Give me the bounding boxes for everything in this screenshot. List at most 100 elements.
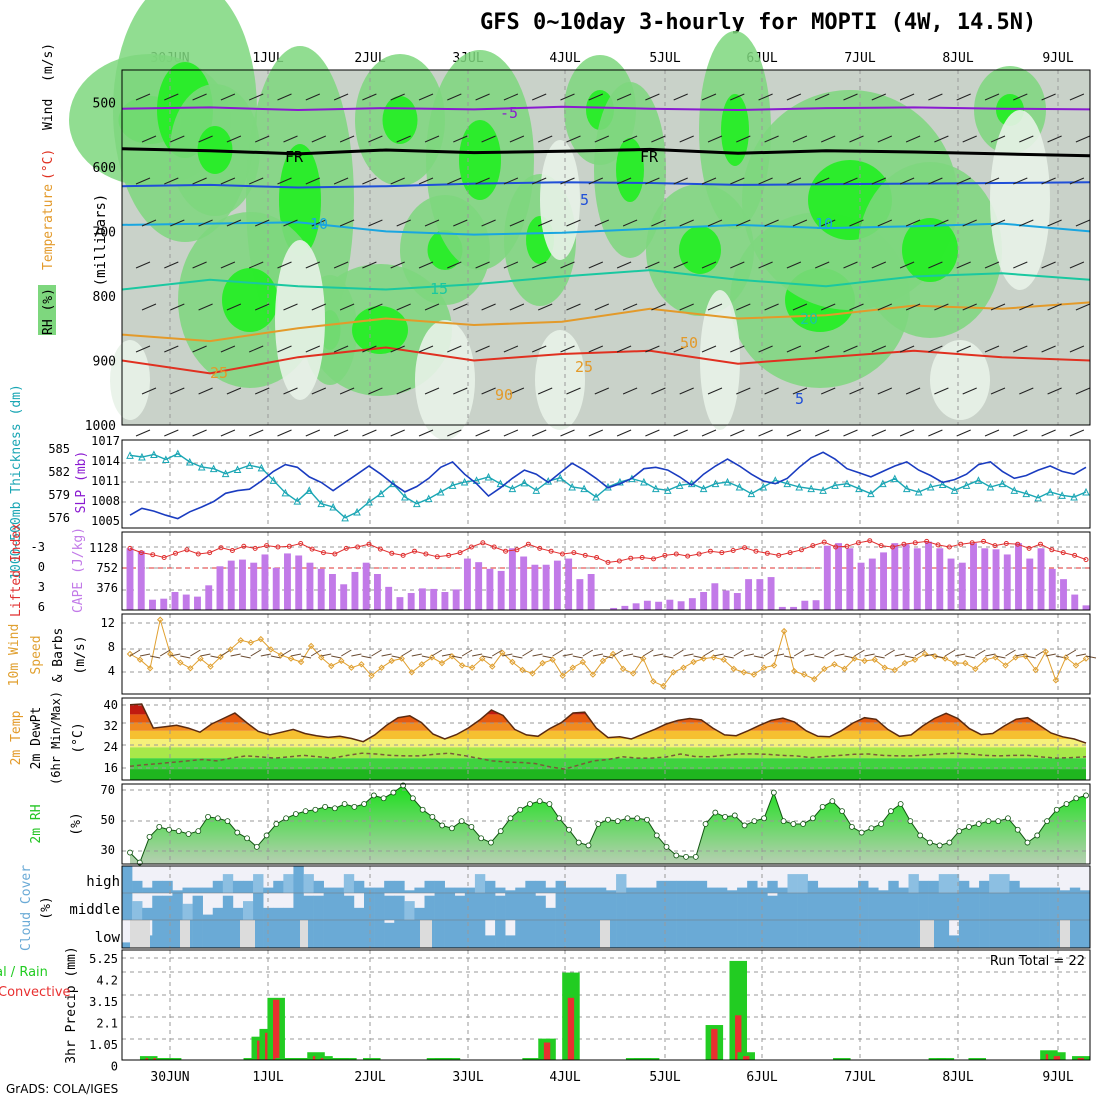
wind-speed-marker: [549, 656, 556, 663]
wind-speed-marker: [398, 655, 405, 662]
wind-barb-10m: [904, 655, 915, 659]
cape-bar: [913, 548, 921, 610]
lifted-index-marker: [298, 541, 304, 546]
cloud-low-clear: [300, 920, 308, 948]
rh-marker: [341, 801, 348, 807]
cloud-low-cell: [1039, 920, 1050, 948]
cloud-middle-cell: [999, 893, 1010, 920]
day-label-bottom: 6JUL: [746, 1070, 777, 1085]
rh-marker: [1044, 818, 1050, 825]
cloud-low-cell: [414, 920, 425, 948]
wind-barb-10m: [451, 655, 463, 659]
slp-line: [129, 451, 1087, 520]
rh-marker: [127, 849, 133, 856]
rh-bright-region: [222, 268, 278, 332]
rh-marker: [409, 795, 416, 802]
thickness-marker: [1022, 489, 1031, 498]
wind-barb: [758, 345, 773, 353]
cloud-high-cell: [1049, 887, 1061, 893]
cape-bar: [677, 601, 685, 610]
cloud-high-cell: [848, 887, 859, 893]
wind-barb-10m: [955, 653, 966, 657]
cape-bar: [329, 574, 336, 610]
wind-speed-marker: [861, 657, 868, 665]
precip-tick: 3.15: [89, 995, 118, 1009]
wind-barb-10m: [552, 649, 563, 657]
cloud-low-cell: [535, 920, 546, 948]
wind-barb-10m: [461, 649, 473, 657]
wind-barb: [396, 219, 411, 227]
wind-barb: [815, 345, 830, 353]
wind-barb: [990, 135, 1006, 143]
lifted-index-marker: [730, 548, 736, 553]
wind-speed-marker: [227, 646, 234, 653]
day-label-top: 8JUL: [942, 51, 973, 66]
wind-speed-marker: [579, 658, 587, 666]
wind-barb: [560, 429, 575, 437]
cloud-middle-cell: [333, 893, 345, 920]
wind-speed-marker: [559, 672, 566, 679]
cloud-middle-cell: [656, 893, 667, 920]
lifted-index-marker: [821, 539, 827, 545]
wind-barb-10m: [874, 655, 885, 659]
wind-frame: [121, 613, 1091, 695]
cloud-middle-cell: [666, 893, 677, 920]
wind-barb: [984, 93, 1000, 101]
wind-barb: [538, 135, 553, 143]
lifted-index-marker: [548, 548, 554, 554]
wind-barb: [905, 219, 921, 227]
isotherm-label: 50: [680, 334, 698, 352]
cloud-low-cell: [807, 920, 819, 948]
wind-barb-10m: [441, 653, 453, 657]
thickness-marker: [663, 486, 672, 494]
wind-barb-10m: [884, 649, 895, 657]
slp-tick: 1008: [91, 494, 120, 508]
wind-barb-10m: [310, 649, 322, 657]
cloud-high-cell: [1039, 887, 1050, 893]
cape-bar: [925, 541, 932, 610]
thickness-tick: 582: [48, 465, 70, 479]
wind-barb: [792, 135, 808, 143]
precip-convective-bar: [273, 999, 280, 1060]
wind-barb: [339, 219, 355, 227]
day-label-top: 5JUL: [649, 51, 680, 66]
cloud-high-cell: [343, 874, 355, 893]
wind-barb-10m: [240, 655, 251, 659]
day-label-bottom: 7JUL: [844, 1070, 875, 1085]
wind-speed-marker: [468, 664, 476, 671]
cloud-middle-cell: [878, 893, 889, 920]
rh-marker: [809, 815, 816, 822]
rh-marker: [966, 823, 972, 830]
chart-title: GFS 0~10day 3-hourly for MOPTI (4W, 14.5…: [480, 10, 1037, 35]
wind-speed-marker: [338, 657, 345, 665]
isotherm-label: 90: [495, 386, 513, 404]
wind-barb: [503, 345, 519, 353]
wind-barb: [616, 93, 632, 101]
thickness-marker: [532, 486, 541, 494]
wind-barb-10m: [1045, 653, 1056, 657]
li-tick: 6: [38, 600, 45, 614]
rh-marker: [868, 825, 875, 832]
wind-barb: [871, 177, 886, 185]
cape-bar: [171, 592, 179, 610]
cape-bar: [149, 599, 156, 610]
cape-bar: [531, 564, 539, 610]
lifted-index-marker: [935, 542, 941, 548]
rh-marker: [1083, 792, 1089, 799]
cloud-low-cell: [1019, 920, 1030, 948]
thickness-marker: [1058, 491, 1066, 499]
wind-speed-marker: [811, 675, 818, 683]
li-tick: 3: [38, 580, 45, 594]
wind-speed-marker: [156, 616, 164, 623]
wind-barb: [390, 93, 405, 101]
isotherm-label: 25: [575, 358, 593, 376]
cloud-high-cell: [545, 887, 556, 893]
wind-barb: [651, 219, 666, 227]
cloud-middle-cell: [1069, 893, 1081, 920]
cape-bar: [565, 558, 573, 610]
wind-barb: [333, 93, 349, 101]
cloud-low-cell: [192, 920, 203, 948]
wind-barb: [616, 429, 632, 437]
lifted-index-marker: [969, 540, 975, 546]
lifted-index-marker: [275, 544, 281, 550]
